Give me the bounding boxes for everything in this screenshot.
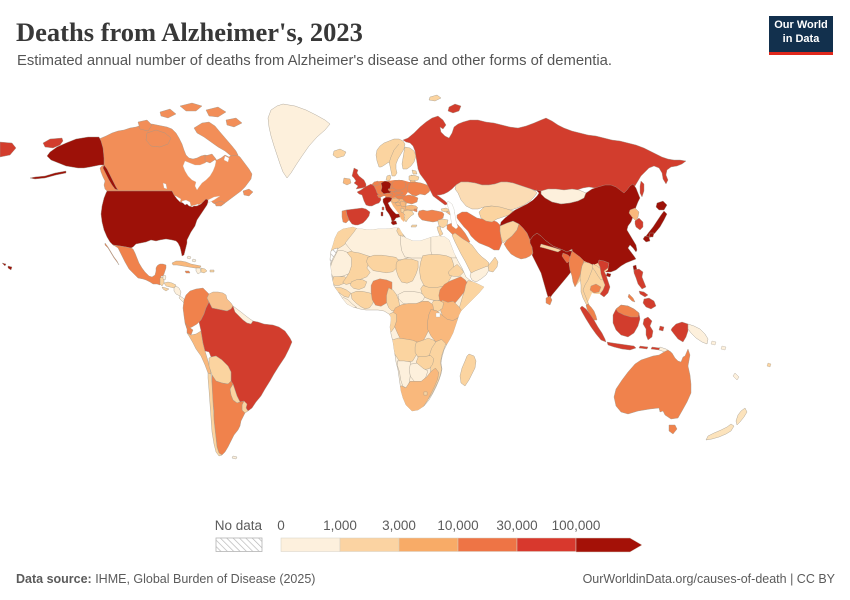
- svg-text:30,000: 30,000: [496, 518, 537, 533]
- svg-text:3,000: 3,000: [382, 518, 416, 533]
- svg-text:10,000: 10,000: [437, 518, 478, 533]
- svg-text:1,000: 1,000: [323, 518, 357, 533]
- svg-text:100,000: 100,000: [552, 518, 601, 533]
- svg-text:No data: No data: [215, 518, 263, 533]
- svg-text:0: 0: [277, 518, 285, 533]
